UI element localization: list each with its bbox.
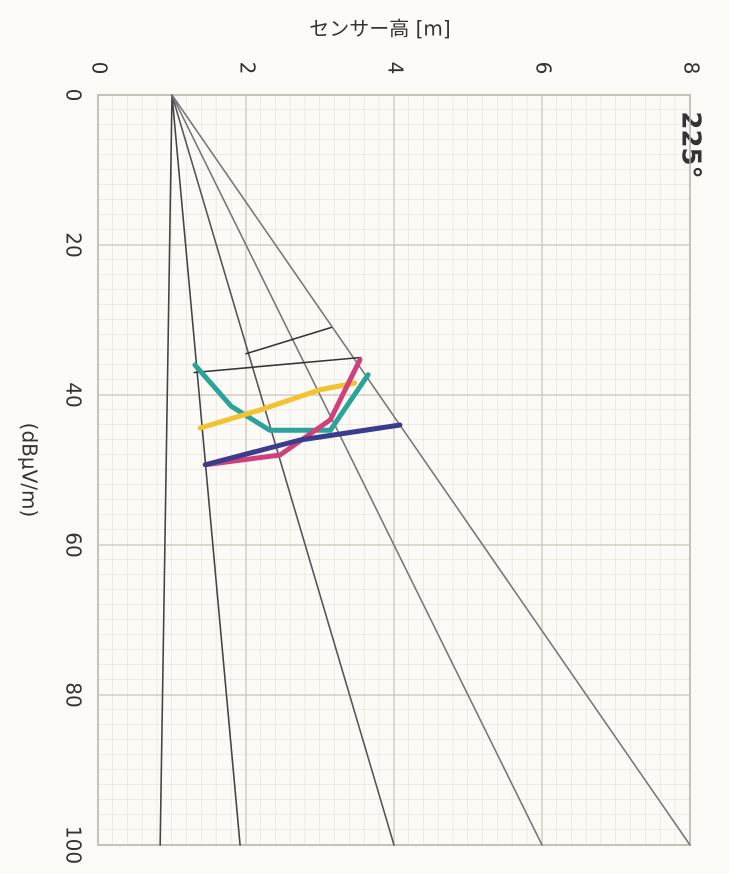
x-tick-label: 4 (384, 62, 408, 75)
x-tick-label: 8 (680, 62, 704, 75)
x-tick-label: 2 (236, 62, 260, 75)
series-line (171, 94, 543, 846)
series-line (192, 362, 371, 433)
y-tick-label: 100 (62, 826, 86, 864)
y-tick-label: 0 (62, 89, 86, 102)
axis-title: センサー高 [m] (309, 17, 450, 41)
y-tick-label: 80 (62, 682, 86, 707)
series-line (159, 94, 173, 846)
series-line (193, 356, 362, 374)
series-line (171, 94, 691, 846)
series-line (202, 422, 403, 468)
y-axis-label: (dBμV/m) (18, 423, 42, 518)
x-tick-label: 6 (532, 62, 556, 75)
series-line (171, 94, 241, 846)
x-tick-label: 0 (88, 62, 112, 75)
y-tick-label: 20 (62, 232, 86, 257)
series-line (197, 380, 358, 431)
y-tick-label: 40 (62, 382, 86, 407)
series-line (171, 94, 395, 846)
y-tick-label: 60 (62, 532, 86, 557)
series-line (245, 326, 332, 355)
